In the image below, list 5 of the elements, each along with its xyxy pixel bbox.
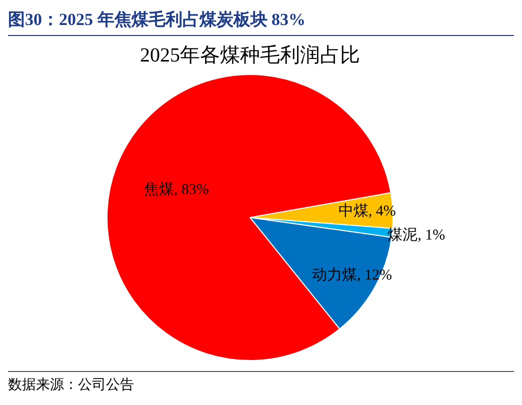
- chart-title: 图30：2025 年焦煤毛利占煤炭板块 83%: [8, 8, 514, 36]
- chart-subtitle: 2025年各煤种毛利润占比: [140, 44, 360, 66]
- source-note: 数据来源：公司公告: [8, 376, 135, 394]
- slice-label: 煤泥, 1%: [388, 226, 446, 244]
- slice-label: 焦煤, 83%: [144, 180, 209, 198]
